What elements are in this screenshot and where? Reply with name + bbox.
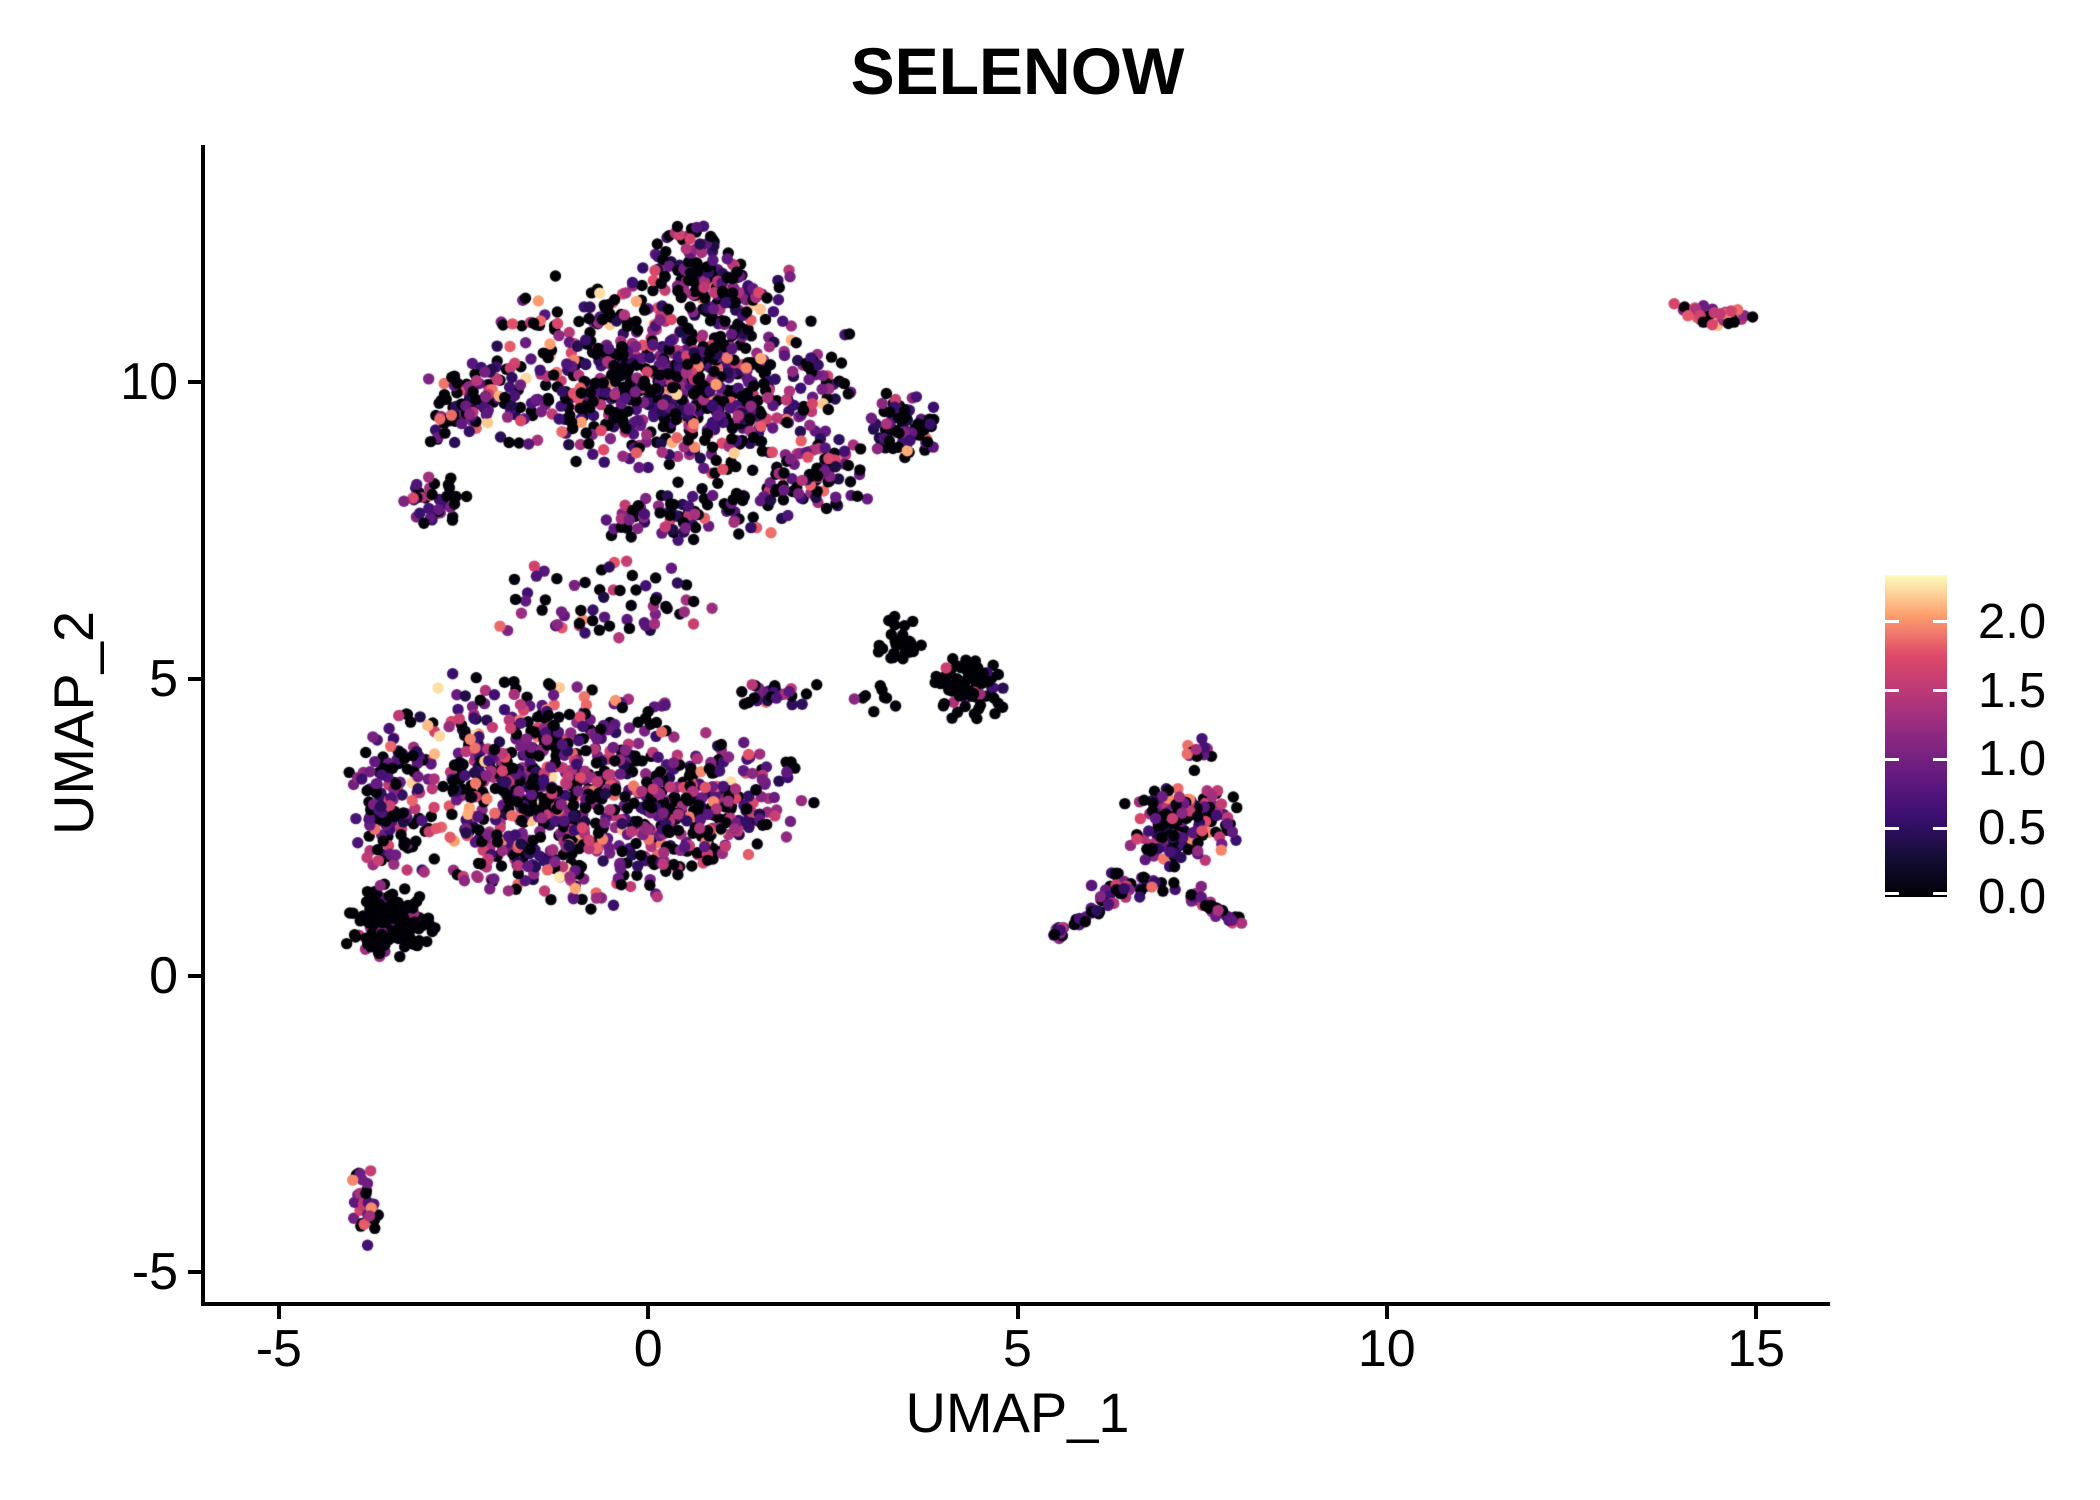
x-tick-label: 0 (633, 1320, 663, 1378)
y-tick-label: 5 (149, 650, 178, 708)
x-tick-mark (1754, 1306, 1759, 1319)
y-tick-label: 0 (149, 946, 178, 1005)
colorbar-tick-label: 1.5 (1978, 663, 2047, 718)
colorbar-tick-dash (1885, 757, 1899, 761)
y-tick-mark (188, 380, 201, 385)
x-tick-mark (1015, 1306, 1020, 1319)
colorbar-tick-dash (1885, 892, 1899, 895)
y-tick-mark (188, 677, 201, 681)
x-tick-label: 10 (1357, 1320, 1416, 1378)
y-tick-mark (188, 1270, 201, 1275)
x-tick-mark (1384, 1306, 1389, 1319)
y-axis-label: UMAP_2 (42, 610, 105, 836)
x-axis-label: UMAP_1 (905, 1381, 1130, 1444)
plot-title: SELENOW (850, 34, 1185, 108)
colorbar-tick-label: 0.5 (1978, 801, 2047, 856)
y-tick-label: 10 (120, 353, 178, 412)
plot-panel (201, 145, 1830, 1306)
y-tick-mark (188, 973, 201, 978)
x-tick-label: 5 (1003, 1320, 1032, 1378)
x-tick-mark (276, 1306, 281, 1319)
colorbar-tick-dash (1933, 620, 1947, 624)
colorbar-tick-label: 1.0 (1978, 732, 2047, 787)
colorbar-tick-dash (1933, 892, 1947, 895)
colorbar-tick-dash (1885, 826, 1899, 830)
colorbar-tick-label: 0.0 (1978, 870, 2047, 924)
y-tick-label: -5 (131, 1243, 178, 1302)
colorbar-tick-dash (1933, 826, 1947, 830)
x-tick-label: 15 (1727, 1320, 1786, 1378)
x-tick-mark (646, 1306, 651, 1319)
colorbar-tick-dash (1885, 689, 1899, 693)
colorbar-tick-dash (1933, 689, 1947, 693)
x-tick-label: -5 (255, 1320, 302, 1378)
umap-scatter-canvas (205, 145, 1830, 1302)
colorbar-tick-dash (1885, 620, 1899, 624)
colorbar-tick-label: 2.0 (1978, 594, 2047, 649)
colorbar-gradient (1885, 575, 1947, 897)
colorbar-tick-dash (1933, 757, 1947, 761)
